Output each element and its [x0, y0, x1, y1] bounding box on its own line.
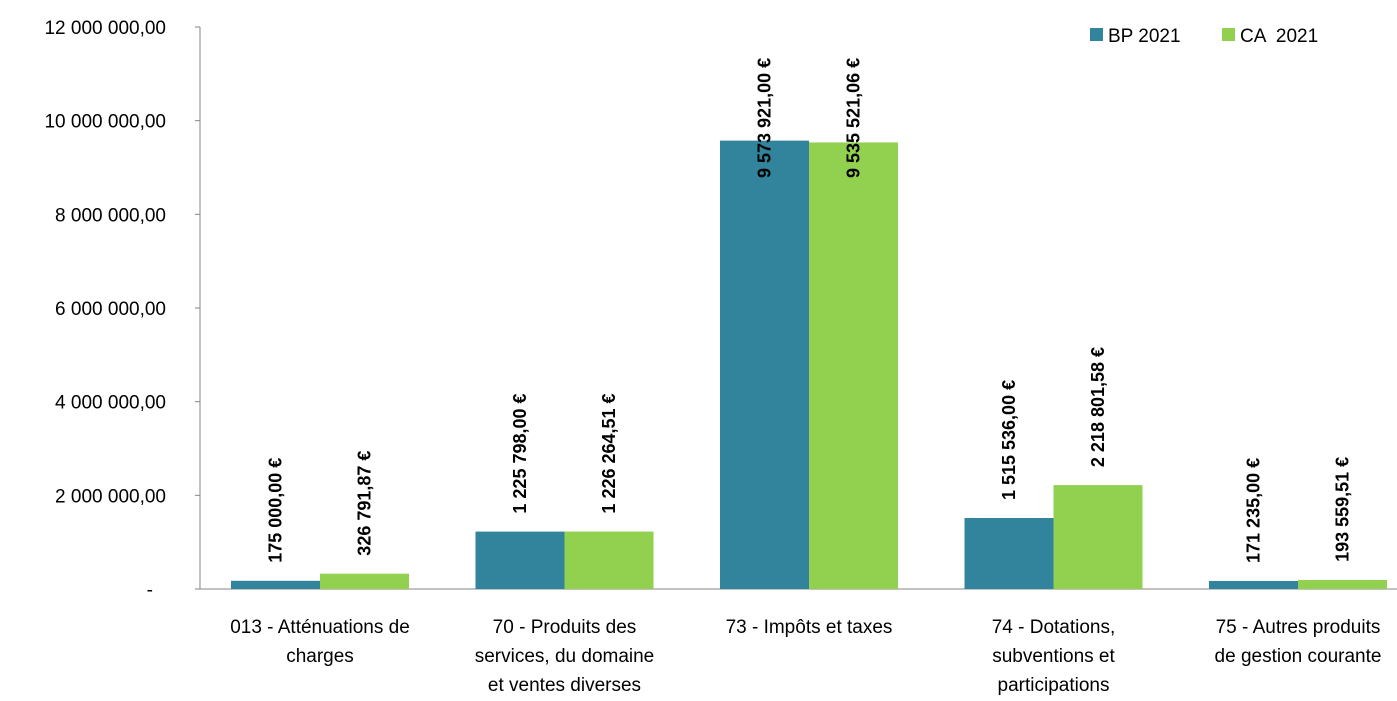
x-category-label: 73 - Impôts et taxes [726, 617, 893, 638]
bar-bp-0 [231, 580, 320, 589]
data-label: 9 535 521,06 € [844, 58, 864, 178]
y-tick-label: 2 000 000,00 [55, 486, 166, 507]
data-label: 171 235,00 € [1244, 458, 1264, 563]
x-category-line: charges [286, 646, 354, 667]
legend-label-ca: CA 2021 [1240, 26, 1318, 47]
y-tick-label: 10 000 000,00 [44, 112, 166, 133]
y-tick-label: 12 000 000,00 [44, 18, 166, 39]
x-category-line: 013 - Atténuations de [230, 617, 410, 638]
y-axis: - 2 000 000,00 4 000 000,00 6 000 000,00 8 0… [44, 18, 1397, 601]
y-tick-label: 6 000 000,00 [55, 299, 166, 320]
x-category-label: 70 - Produits des services, du domaine et … [475, 617, 655, 696]
data-label: 175 000,00 € [266, 458, 286, 563]
x-axis: 013 - Atténuations de charges 70 - Produit… [230, 617, 1381, 696]
legend-swatch-bp [1090, 28, 1103, 41]
data-label: 1 226 264,51 € [599, 393, 619, 513]
legend-label-bp: BP 2021 [1108, 26, 1181, 47]
data-label: 193 559,51 € [1333, 457, 1353, 562]
x-category-line: de gestion courante [1215, 646, 1382, 667]
x-category-line: 70 - Produits des [493, 617, 637, 638]
x-category-line: services, du domaine [475, 646, 655, 667]
bar-ca-0 [320, 573, 409, 589]
x-category-line: participations [998, 675, 1110, 696]
data-label: 9 573 921,00 € [755, 58, 775, 178]
x-category-label: 74 - Dotations, subventions et participati… [992, 617, 1116, 696]
bar-bp-2 [720, 140, 809, 589]
x-category-line: 75 - Autres produits [1216, 617, 1381, 638]
bar-ca-1 [564, 531, 654, 589]
x-category-label: 013 - Atténuations de charges [230, 617, 410, 667]
x-category-line: 74 - Dotations, [992, 617, 1116, 638]
x-category-line: et ventes diverses [488, 675, 641, 696]
bar-bp-3 [964, 518, 1054, 589]
x-category-label: 75 - Autres produits de gestion courante [1215, 617, 1382, 667]
bar-ca-3 [1053, 485, 1143, 589]
data-label: 1 515 536,00 € [999, 380, 1019, 500]
bar-ca-4 [1298, 579, 1387, 589]
bars [231, 140, 1387, 589]
bar-bp-1 [475, 531, 565, 589]
data-label: 326 791,87 € [355, 451, 375, 556]
bar-ca-2 [809, 142, 898, 589]
x-category-line: subventions et [992, 646, 1115, 667]
legend-swatch-ca [1222, 28, 1235, 41]
bar-bp-4 [1209, 580, 1298, 589]
data-label: 2 218 801,58 € [1088, 347, 1108, 467]
data-labels: 175 000,00 € 326 791,87 € 1 225 798,00 € 1 … [266, 58, 1353, 563]
data-label: 1 225 798,00 € [510, 393, 530, 513]
x-category-line: 73 - Impôts et taxes [726, 617, 893, 638]
y-tick-label: 4 000 000,00 [55, 393, 166, 414]
y-tick-label: 8 000 000,00 [55, 205, 166, 226]
y-tick-label: - [147, 580, 153, 601]
legend: BP 2021 CA 2021 [1090, 26, 1318, 47]
